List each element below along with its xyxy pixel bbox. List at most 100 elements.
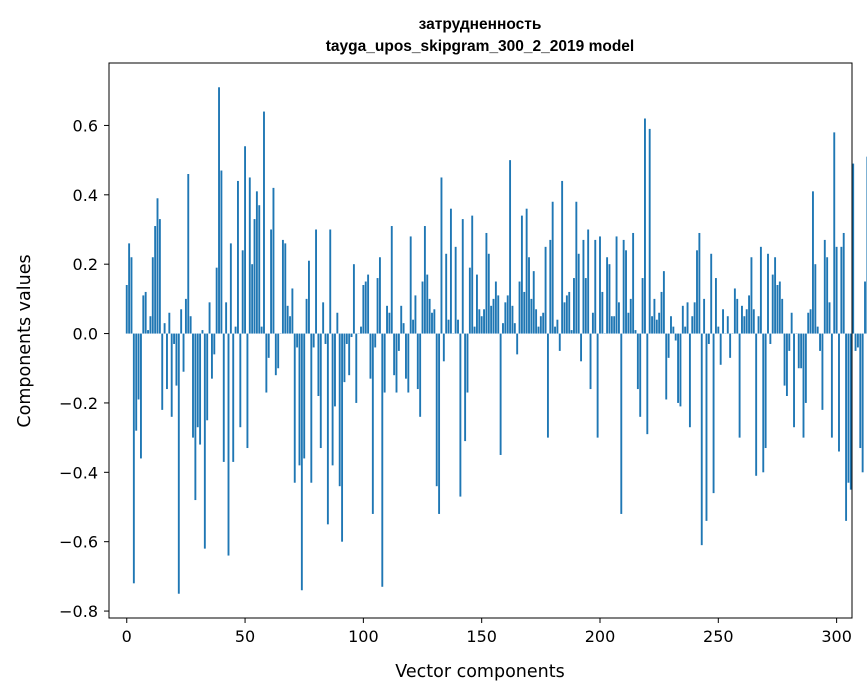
y-axis-label: Components values (15, 254, 35, 427)
bar-component-174 (537, 326, 540, 334)
bar-component-188 (570, 330, 573, 334)
bar-component-42 (225, 302, 228, 334)
bar-component-47 (237, 180, 239, 334)
bar-component-161 (506, 295, 509, 334)
bar-component-245 (705, 333, 708, 521)
bar-component-107 (378, 257, 381, 334)
bar-component-82 (319, 333, 322, 449)
bar-component-38 (215, 267, 218, 334)
bar-component-15 (161, 333, 164, 410)
bar-component-110 (386, 305, 388, 334)
bar-component-96 (352, 264, 355, 334)
bar-component-181 (554, 326, 556, 334)
bar-component-3 (132, 333, 135, 584)
bar-component-159 (502, 323, 504, 334)
bar-component-91 (341, 333, 344, 542)
y-tick-label: 0.0 (73, 325, 98, 344)
bar-component-197 (591, 312, 594, 334)
bar-component-168 (523, 291, 526, 334)
y-tick-label: −0.6 (59, 533, 98, 552)
bar-component-278 (783, 333, 786, 386)
bar-component-276 (778, 281, 781, 334)
bar-component-80 (315, 229, 317, 334)
bar-component-244 (703, 298, 706, 334)
bar-component-172 (532, 271, 535, 334)
bar-component-191 (577, 253, 580, 334)
bar-component-184 (561, 180, 564, 334)
bar-component-277 (781, 298, 784, 334)
bar-component-250 (717, 326, 720, 334)
bar-component-62 (272, 187, 275, 334)
bar-component-66 (281, 239, 284, 334)
bar-component-21 (175, 333, 178, 386)
bar-component-86 (329, 229, 332, 334)
bar-component-99 (360, 326, 362, 334)
bar-component-190 (575, 201, 578, 334)
bar-component-302 (840, 246, 843, 334)
bar-component-55 (255, 191, 258, 334)
bar-component-288 (807, 312, 810, 334)
y-tick-label: 0.4 (73, 186, 98, 205)
bar-component-0 (125, 285, 128, 334)
bar-component-44 (229, 243, 232, 334)
bar-component-166 (518, 281, 521, 334)
bar-component-237 (686, 302, 689, 334)
x-tick-label: 250 (703, 627, 734, 646)
bar-component-223 (653, 298, 656, 334)
bar-component-112 (390, 226, 393, 334)
bar-component-40 (220, 170, 223, 334)
bar-component-13 (156, 198, 159, 334)
bar-component-34 (206, 333, 209, 421)
bar-component-298 (830, 333, 833, 438)
bar-component-265 (752, 309, 755, 334)
bar-component-164 (513, 323, 516, 334)
bar-component-282 (793, 333, 795, 428)
bar-component-77 (308, 260, 310, 334)
bar-component-30 (196, 333, 199, 428)
bar-component-285 (800, 333, 803, 369)
bar-component-59 (265, 333, 268, 393)
bar-component-5 (137, 333, 140, 400)
bar-component-218 (641, 278, 644, 334)
bar-component-24 (182, 333, 185, 372)
bar-component-189 (573, 278, 575, 334)
bar-component-234 (679, 333, 682, 407)
bar-component-122 (414, 295, 417, 334)
bar-component-6 (140, 333, 142, 459)
x-axis-label: Vector components (395, 662, 564, 682)
bar-component-224 (655, 319, 658, 334)
bar-component-146 (471, 215, 474, 334)
bar-component-299 (833, 132, 836, 334)
bar-component-103 (369, 333, 372, 379)
bar-component-235 (681, 305, 684, 334)
bar-component-157 (497, 295, 500, 334)
bar-component-67 (284, 243, 287, 334)
bar-component-14 (158, 219, 161, 334)
bar-component-173 (535, 309, 538, 334)
bar-component-171 (530, 298, 533, 334)
bar-component-74 (300, 333, 303, 591)
bar-component-19 (170, 333, 173, 417)
bar-component-297 (828, 302, 831, 334)
bar-component-180 (551, 201, 554, 334)
bar-component-149 (478, 309, 481, 334)
bar-component-87 (331, 333, 334, 466)
bar-component-269 (762, 333, 765, 473)
bar-component-214 (632, 232, 635, 334)
bar-component-118 (405, 333, 407, 379)
bar-component-227 (662, 271, 665, 334)
bar-component-117 (402, 323, 405, 334)
bar-component-207 (615, 236, 618, 334)
bar-component-255 (729, 333, 732, 358)
bar-component-92 (343, 333, 346, 383)
bar-component-9 (147, 330, 149, 334)
y-tick-label: −0.8 (59, 602, 98, 621)
bar-component-113 (393, 333, 396, 376)
bar-component-120 (409, 236, 412, 334)
bar-component-152 (485, 232, 488, 334)
bar-component-52 (248, 177, 251, 334)
bar-component-35 (208, 302, 211, 334)
bar-component-296 (826, 257, 829, 334)
bar-component-10 (149, 316, 152, 334)
